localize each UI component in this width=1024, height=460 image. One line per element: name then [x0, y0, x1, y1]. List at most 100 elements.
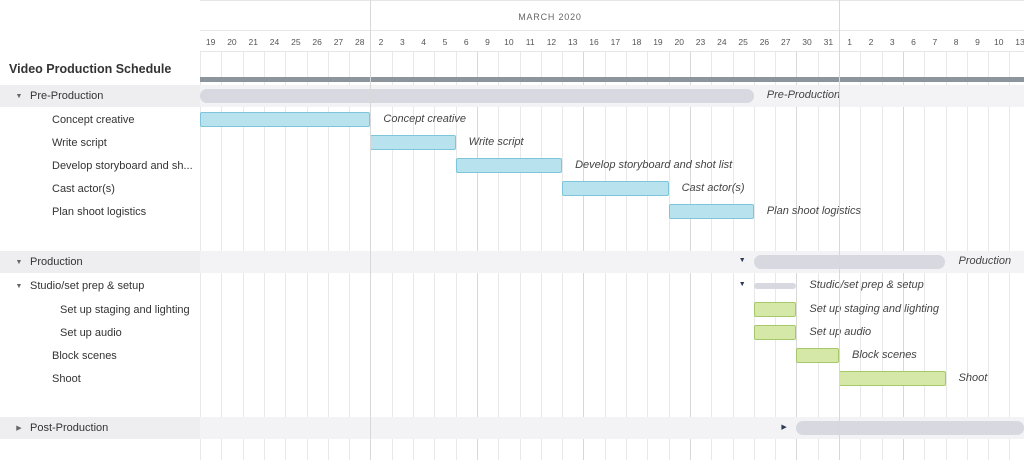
task-row[interactable]: Set up staging and lighting — [0, 299, 200, 321]
row-label: Post-Production — [30, 422, 109, 434]
task-row[interactable]: Concept creative — [0, 109, 200, 131]
day-label: 2 — [378, 37, 384, 47]
day-label: 10 — [994, 37, 1004, 47]
day-label: 3 — [889, 37, 895, 47]
task-bar[interactable] — [753, 302, 797, 317]
task-row[interactable]: Shoot — [0, 368, 200, 390]
collapse-arrow-icon[interactable]: ▼ — [738, 257, 746, 264]
task-row[interactable]: Plan shoot logistics — [0, 201, 200, 223]
day-label: 1 — [847, 37, 853, 47]
day-label: 12 — [546, 37, 557, 47]
day-label: 6 — [463, 37, 469, 47]
collapse-arrow-icon[interactable]: ▼ — [738, 281, 746, 288]
row-label: Studio/set prep & setup — [30, 280, 145, 292]
day-label: 18 — [631, 37, 642, 47]
row-label: Set up staging and lighting — [60, 304, 190, 316]
group-summary-bar[interactable] — [753, 283, 797, 289]
bar-label: Write script — [468, 136, 524, 148]
project-title: Video Production Schedule — [9, 62, 172, 76]
day-label: 11 — [525, 37, 535, 47]
month-label: MARCH 2020 — [518, 12, 582, 22]
day-label: 25 — [738, 37, 748, 47]
collapse-triangle-icon[interactable]: ▼ — [15, 258, 23, 266]
day-label: 19 — [653, 37, 663, 47]
task-row[interactable]: Develop storyboard and sh... — [0, 155, 200, 177]
row-label: Set up audio — [60, 327, 122, 339]
task-row[interactable]: Write script — [0, 132, 200, 154]
day-label: 30 — [802, 37, 812, 47]
task-row[interactable]: Cast actor(s) — [0, 178, 200, 200]
task-bar[interactable] — [796, 348, 839, 363]
month-boundary-line — [370, 0, 372, 460]
day-label: 31 — [823, 37, 834, 47]
day-label: 13 — [568, 37, 578, 47]
task-bar[interactable] — [370, 135, 456, 150]
expand-triangle-icon[interactable]: ▶ — [16, 425, 22, 432]
day-label: 27 — [333, 37, 344, 47]
bar-label: Cast actor(s) — [681, 182, 745, 194]
task-bar[interactable] — [200, 112, 371, 127]
day-label: 19 — [205, 37, 216, 47]
day-label: 20 — [227, 37, 237, 47]
bar-label: Shoot — [958, 372, 988, 384]
day-label: 25 — [291, 37, 301, 47]
bar-label: Set up audio — [809, 326, 872, 338]
group-summary-bar[interactable] — [200, 89, 754, 103]
row-label: Shoot — [52, 373, 81, 385]
day-label: 27 — [781, 37, 791, 47]
day-label: 6 — [911, 37, 916, 47]
day-label: 21 — [248, 37, 258, 47]
timeline-panel: MARCH 2020 19 20 21 24 25 26 27 28 2 3 4 5 6 9 10 11 12 1… — [200, 0, 1024, 460]
day-label: 4 — [421, 37, 427, 47]
task-bar[interactable] — [668, 204, 754, 219]
group-row[interactable]: ▶ Post-Production — [0, 417, 200, 439]
group-summary-bar[interactable] — [753, 255, 946, 269]
group-row[interactable]: ▼ Pre-Production — [0, 85, 200, 107]
task-bar[interactable] — [753, 325, 797, 340]
bar-label: Pre-Production — [766, 89, 841, 101]
bar-label: Plan shoot logistics — [766, 205, 861, 217]
day-label: 5 — [442, 37, 448, 47]
task-row[interactable]: Block scenes — [0, 345, 200, 367]
bar-label: Studio/set prep & setup — [809, 279, 924, 291]
day-label: 10 — [504, 37, 514, 47]
group-row[interactable]: ▼ Production — [0, 251, 200, 273]
day-label: 3 — [399, 37, 405, 47]
day-label: 24 — [269, 37, 280, 47]
day-label: 23 — [695, 37, 706, 47]
day-label: 7 — [932, 37, 938, 47]
collapse-triangle-icon[interactable]: ▼ — [15, 92, 23, 100]
task-bar[interactable] — [455, 158, 563, 173]
day-label: 26 — [759, 37, 770, 47]
day-label: 17 — [610, 37, 621, 47]
day-label: 26 — [312, 37, 322, 47]
collapse-triangle-icon[interactable]: ▼ — [15, 282, 23, 290]
row-label: Concept creative — [52, 114, 135, 126]
bar-label: Develop storyboard and shot list — [575, 159, 733, 171]
day-label: 9 — [485, 37, 490, 47]
row-label: Develop storyboard and sh... — [52, 160, 193, 172]
task-row[interactable]: Set up audio — [0, 322, 200, 344]
timeline-top-border — [200, 0, 1024, 1]
day-label: 28 — [355, 37, 365, 47]
day-label: 24 — [717, 37, 727, 47]
task-bar[interactable] — [562, 181, 669, 196]
day-label: 2 — [868, 37, 874, 47]
bar-label: Production — [958, 255, 1012, 267]
day-label: 20 — [674, 37, 684, 47]
task-list-panel: Video Production Schedule ▼ Pre-Productio… — [0, 0, 200, 460]
row-label: Block scenes — [52, 350, 117, 362]
subgroup-row[interactable]: ▼ Studio/set prep & setup — [0, 275, 200, 297]
month-boundary-line — [839, 0, 840, 460]
project-summary-bar[interactable] — [200, 77, 1024, 82]
expand-arrow-icon[interactable]: ▶ — [781, 424, 787, 431]
day-label: 16 — [589, 37, 599, 47]
day-label: 9 — [975, 37, 980, 47]
day-header: 19 20 21 24 25 26 27 28 2 3 4 5 6 9 10 11 12 13 16 17 18 19 20… — [200, 30, 1024, 52]
row-label: Production — [30, 256, 83, 268]
bar-label: Set up staging and lighting — [809, 303, 940, 315]
group-summary-bar[interactable] — [796, 421, 1024, 435]
task-bar[interactable] — [839, 371, 946, 386]
row-label: Plan shoot logistics — [52, 206, 147, 218]
